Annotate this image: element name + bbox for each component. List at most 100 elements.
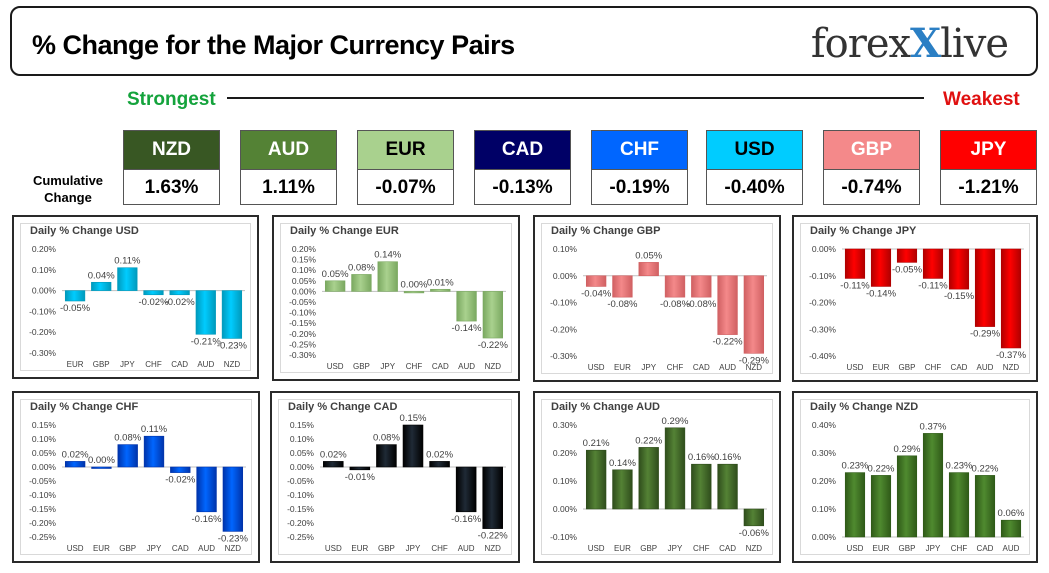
- data-label: -0.05%: [892, 264, 923, 275]
- data-label: -0.01%: [345, 472, 376, 483]
- x-tick-label: EUR: [873, 544, 890, 553]
- strength-scale-line: [227, 97, 924, 99]
- y-tick-label: -0.40%: [809, 351, 836, 361]
- x-tick-label: CAD: [951, 363, 968, 372]
- bar-eur: [64, 290, 86, 302]
- x-tick-label: GBP: [899, 544, 916, 553]
- cumulative-change-value: -1.21%: [958, 177, 1019, 198]
- x-tick-label: CAD: [693, 363, 710, 372]
- bar-eur: [612, 275, 633, 298]
- header-box: % Change for the Major Currency Pairs fo…: [10, 6, 1038, 76]
- y-tick-label: 0.00%: [292, 286, 317, 296]
- x-tick-label: JPY: [926, 544, 941, 553]
- bar-usd: [844, 472, 866, 538]
- y-tick-label: 0.20%: [32, 244, 57, 254]
- currency-box-aud: AUD 1.11%: [240, 130, 337, 205]
- bar-eur: [870, 248, 892, 287]
- logo-text-live: live: [940, 21, 1009, 67]
- page-title: % Change for the Major Currency Pairs: [32, 30, 515, 60]
- data-label: 0.08%: [373, 433, 400, 444]
- x-tick-label: JPY: [641, 363, 656, 372]
- x-tick-label: EUR: [93, 544, 110, 553]
- bar-aud: [456, 291, 477, 322]
- y-tick-label: 0.05%: [290, 448, 315, 458]
- x-tick-label: GBP: [899, 363, 916, 372]
- cumulative-change-value: -0.13%: [492, 177, 553, 198]
- bar-nzd: [221, 290, 243, 339]
- bar-cad: [717, 463, 738, 510]
- data-label: 0.15%: [400, 413, 427, 424]
- weakest-label: Weakest: [943, 89, 1020, 110]
- data-label: -0.06%: [739, 528, 770, 539]
- y-tick-label: -0.20%: [287, 518, 314, 528]
- x-tick-label: JPY: [147, 544, 162, 553]
- x-tick-label: JPY: [380, 362, 395, 371]
- bar-aud: [195, 290, 216, 335]
- bar-aud: [717, 275, 738, 335]
- y-tick-label: -0.05%: [29, 476, 56, 486]
- x-tick-label: NZD: [746, 363, 763, 372]
- x-tick-label: AUD: [197, 360, 214, 369]
- bar-gbp: [351, 274, 372, 292]
- x-tick-label: AUD: [458, 362, 475, 371]
- data-label: -0.08%: [660, 299, 691, 310]
- x-tick-label: JPY: [668, 544, 683, 553]
- y-tick-label: -0.10%: [289, 308, 316, 318]
- currency-box-nzd: NZD 1.63%: [123, 130, 220, 205]
- x-tick-label: CHF: [693, 544, 710, 553]
- x-tick-label: EUR: [67, 360, 84, 369]
- x-tick-label: EUR: [873, 363, 890, 372]
- y-tick-label: -0.30%: [29, 348, 56, 358]
- x-tick-label: CHF: [951, 544, 968, 553]
- y-tick-label: -0.25%: [29, 532, 56, 542]
- bar-cad: [691, 275, 712, 298]
- y-tick-label: 0.10%: [812, 504, 837, 514]
- bar-nzd: [222, 466, 244, 532]
- x-tick-label: CHF: [667, 363, 684, 372]
- bar-cad: [974, 475, 996, 538]
- data-label: 0.00%: [88, 455, 115, 466]
- bar-chf: [948, 472, 970, 538]
- currency-code: EUR: [358, 131, 453, 170]
- cumulative-change-value: -0.19%: [609, 177, 670, 198]
- x-tick-label: GBP: [640, 544, 657, 553]
- currency-code: GBP: [824, 131, 919, 170]
- currency-code: JPY: [941, 131, 1036, 170]
- y-tick-label: -0.25%: [289, 339, 316, 349]
- bar-usd: [64, 461, 86, 468]
- y-tick-label: -0.20%: [809, 298, 836, 308]
- currency-code: NZD: [124, 131, 219, 170]
- y-tick-label: 0.20%: [292, 244, 317, 254]
- y-tick-label: 0.10%: [292, 265, 317, 275]
- chart-svg: Daily % Change NZD 0.40% 0.30% 0.20% 0.10% 0.…: [810, 401, 1025, 553]
- cumulative-change-value: 1.63%: [144, 177, 199, 198]
- y-tick-label: 0.10%: [32, 265, 57, 275]
- data-label: -0.23%: [218, 533, 249, 544]
- bar-chf: [664, 275, 686, 298]
- x-tick-label: AUD: [458, 544, 475, 553]
- x-tick-label: CHF: [145, 360, 162, 369]
- bar-nzd: [743, 508, 765, 527]
- y-tick-label: 0.00%: [32, 286, 57, 296]
- y-tick-label: 0.20%: [553, 448, 578, 458]
- data-label: -0.11%: [840, 280, 870, 291]
- chart-title: Daily % Change NZD: [810, 401, 918, 413]
- bar-cad: [169, 290, 190, 296]
- y-tick-label: 0.10%: [553, 476, 578, 486]
- x-tick-label: CHF: [406, 362, 423, 371]
- bar-chf: [429, 461, 450, 468]
- data-label: 0.01%: [427, 277, 454, 288]
- data-label: 0.02%: [426, 449, 453, 460]
- cumulative-change-value: -0.40%: [724, 177, 785, 198]
- bar-cad: [170, 466, 191, 473]
- data-label: 0.21%: [583, 438, 610, 449]
- data-label: 0.16%: [688, 452, 715, 463]
- data-label: 0.23%: [842, 461, 869, 472]
- bar-chf: [922, 248, 944, 279]
- chart-title: Daily % Change USD: [30, 225, 139, 237]
- data-label: -0.29%: [970, 329, 1001, 340]
- y-tick-label: 0.15%: [292, 255, 317, 265]
- y-tick-label: 0.40%: [812, 420, 837, 430]
- data-label: -0.23%: [217, 340, 248, 351]
- data-label: 0.14%: [609, 458, 636, 469]
